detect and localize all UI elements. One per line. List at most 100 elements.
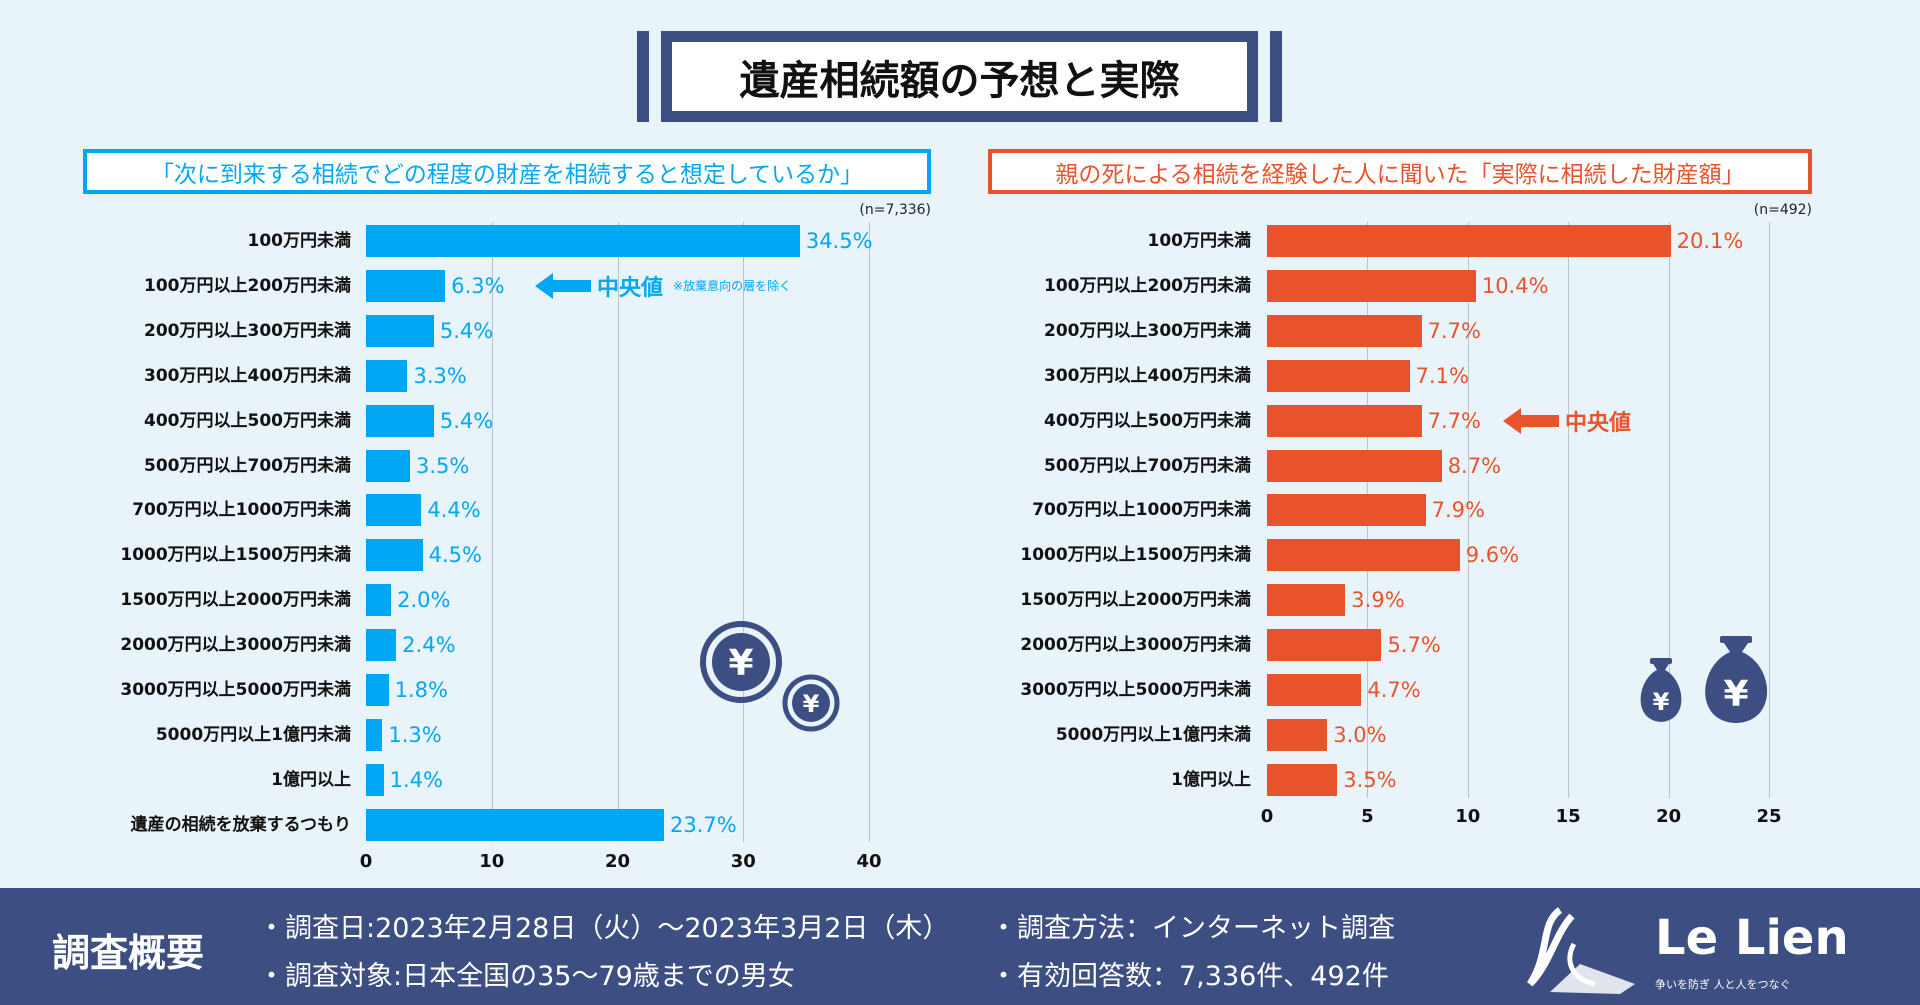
bar xyxy=(366,404,434,437)
left-sample-size: (n=7,336) xyxy=(859,202,931,218)
data-label: 7.7% xyxy=(1427,318,1481,343)
data-label: 8.7% xyxy=(1447,453,1502,478)
bar xyxy=(1267,629,1382,662)
data-label: 23.7% xyxy=(670,812,737,837)
bar xyxy=(366,718,383,751)
median-label: 中央値 xyxy=(1565,410,1632,436)
data-label: 5.7% xyxy=(1387,633,1441,658)
category-label: 5000万円以上1億円未満 xyxy=(1055,724,1251,745)
data-label: 3.5% xyxy=(416,453,470,478)
yen-coins-icon: ¥ ¥ xyxy=(700,621,840,732)
data-label: 1.8% xyxy=(394,678,448,702)
survey-date: ・調査日:2023年2月28日（火）～2023年3月2日（木） xyxy=(258,913,950,944)
category-label: 400万円以上500万円未満 xyxy=(144,410,351,431)
left-chart-title: 「次に到来する相続でどの程度の財産を相続すると想定しているか」 xyxy=(83,149,931,194)
category-label: 1億円以上 xyxy=(271,769,351,790)
title-bar-right xyxy=(1270,31,1282,122)
data-label: 2.4% xyxy=(402,633,456,658)
category-label: 1500万円以上2000万円未満 xyxy=(120,590,351,611)
category-label: 100万円未満 xyxy=(1147,231,1252,251)
category-label: 700万円以上1000万円未満 xyxy=(1032,500,1251,521)
data-label: 6.3% xyxy=(451,273,505,298)
x-tick-label: 40 xyxy=(856,851,882,872)
data-label: 3.0% xyxy=(1333,722,1387,747)
category-label: 1500万円以上2000万円未満 xyxy=(1020,590,1251,611)
gridline xyxy=(1769,222,1770,798)
bar xyxy=(1267,539,1460,572)
x-tick-label: 0 xyxy=(1260,806,1274,827)
data-label: 9.6% xyxy=(1465,543,1520,568)
data-label: 7.1% xyxy=(1415,363,1469,388)
bar xyxy=(366,629,397,662)
bar xyxy=(1267,225,1671,257)
right-chart-title: 親の死による相続を経験した人に聞いた「実際に相続した財産額」 xyxy=(988,149,1812,194)
median-label: 中央値 xyxy=(597,275,664,301)
svg-text:¥: ¥ xyxy=(1653,688,1670,716)
bar xyxy=(366,269,446,302)
survey-responses: ・有効回答数：7,336件、492件 xyxy=(990,961,1389,992)
category-label: 100万円以上200万円未満 xyxy=(1044,275,1251,296)
bar xyxy=(1267,718,1328,751)
x-tick-label: 20 xyxy=(604,851,631,872)
category-label: 3000万円以上5000万円未満 xyxy=(120,680,351,700)
bar xyxy=(366,494,422,527)
bar xyxy=(1267,314,1422,347)
bar xyxy=(366,539,423,572)
data-label: 10.4% xyxy=(1481,273,1549,298)
gridline xyxy=(1668,222,1670,798)
data-label: 4.5% xyxy=(428,543,482,568)
data-label: 3.3% xyxy=(413,363,467,388)
svg-text:¥: ¥ xyxy=(1723,674,1748,715)
title-banner: 遺産相続額の予想と実際 xyxy=(637,31,1282,122)
right-bar-chart: 0 5 10 15 20 25 100万円未満 20.1% 100万円以上200万円未満 10.4… xyxy=(1020,222,1782,827)
data-label: 3.9% xyxy=(1351,588,1405,613)
data-label: 4.7% xyxy=(1367,678,1421,702)
category-label: 5000万円以上1億円未満 xyxy=(155,724,351,745)
data-label: 3.5% xyxy=(1343,767,1397,792)
data-label: 7.7% xyxy=(1427,408,1481,433)
bar xyxy=(1267,763,1338,796)
gridline xyxy=(1568,222,1570,798)
category-label: 100万円未満 xyxy=(247,231,352,251)
x-tick-label: 20 xyxy=(1656,806,1682,827)
arrow-left-icon xyxy=(535,272,591,299)
x-tick-label: 0 xyxy=(359,851,373,872)
arrow-left-icon xyxy=(1503,407,1559,434)
bar xyxy=(1267,404,1422,437)
data-label: 5.4% xyxy=(439,318,494,343)
left-bar-chart: 0 10 20 30 40 100万円未満 34.5% 100万円以上200万円未満 6.3% 2… xyxy=(120,222,882,872)
logo-name: Le Lien xyxy=(1655,910,1849,966)
x-tick-label: 25 xyxy=(1756,806,1782,827)
data-label: 4.4% xyxy=(427,498,481,523)
bar xyxy=(1267,584,1346,617)
data-label: 1.3% xyxy=(388,722,442,747)
x-tick-label: 30 xyxy=(730,851,756,872)
data-label: 2.0% xyxy=(397,588,451,613)
category-label: 500万円以上700万円未満 xyxy=(1044,455,1251,476)
data-label: 7.9% xyxy=(1431,498,1485,523)
bar xyxy=(366,763,384,796)
category-label: 2000万円以上3000万円未満 xyxy=(120,635,351,656)
logo-tagline: 争いを防ぎ 人と人をつなぐ xyxy=(1655,978,1791,991)
data-label: 20.1% xyxy=(1676,229,1744,253)
gridline xyxy=(491,222,493,842)
category-label: 1000万円以上1500万円未満 xyxy=(120,545,351,566)
category-label: 3000万円以上5000万円未満 xyxy=(1020,680,1251,700)
category-label: 1000万円以上1500万円未満 xyxy=(1020,545,1251,566)
median-annotation: 中央値 xyxy=(1503,405,1631,437)
bar xyxy=(366,449,410,482)
category-label: 200万円以上300万円未満 xyxy=(144,320,351,341)
gridline xyxy=(617,222,619,842)
bar xyxy=(1267,449,1442,482)
bar xyxy=(366,314,434,347)
category-label: 200万円以上300万円未満 xyxy=(1044,320,1251,341)
category-label: 100万円以上200万円未満 xyxy=(144,275,351,296)
page-title: 遺産相続額の予想と実際 xyxy=(661,31,1258,122)
category-label: 300万円以上400万円未満 xyxy=(144,365,351,386)
bar xyxy=(1267,359,1410,392)
category-label: 500万円以上700万円未満 xyxy=(144,455,351,476)
bar xyxy=(366,808,665,841)
svg-text:¥: ¥ xyxy=(728,643,753,684)
data-label: 1.4% xyxy=(389,767,443,792)
le-lien-logo-mark xyxy=(1527,907,1635,994)
